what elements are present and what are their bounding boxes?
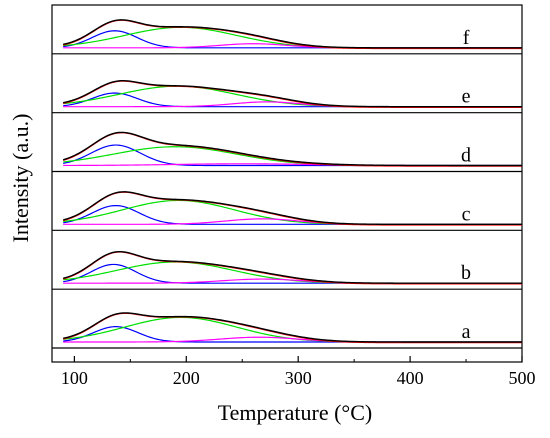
x-tick-label: 100 [61, 368, 88, 388]
fit-envelope [63, 312, 522, 343]
panel-label-d: d [461, 145, 471, 167]
fit-envelope [63, 79, 522, 108]
panel-a: a [52, 312, 522, 349]
x-tick-label: 200 [173, 368, 200, 388]
panels-layer: a b c d e f [52, 19, 522, 349]
fit-envelope [62, 131, 522, 167]
plot-frame [51, 4, 523, 363]
panel-label-b: b [461, 262, 471, 284]
panel-f: f [52, 19, 522, 55]
experimental-curve [63, 251, 522, 285]
fit-component-blue [63, 326, 522, 343]
panel-d: d [52, 131, 522, 173]
fit-envelope [63, 19, 522, 49]
y-axis-title: Intensity (a.u.) [8, 114, 33, 243]
x-tick-label: 400 [397, 368, 424, 388]
x-tick-label: 500 [509, 368, 536, 388]
fit-envelope [63, 250, 522, 284]
fit-component-magenta [63, 336, 522, 343]
x-axis-ticks: 100 200 300 400 500 [61, 356, 536, 388]
fit-envelope [63, 191, 522, 226]
panel-c: c [52, 191, 522, 231]
panel-e: e [52, 79, 522, 114]
x-axis-title: Temperature (°C) [218, 400, 372, 425]
panel-label-e: e [462, 86, 471, 108]
x-tick-label: 300 [285, 368, 312, 388]
panel-label-c: c [462, 203, 471, 225]
panel-label-a: a [462, 321, 471, 343]
panel-b: b [52, 250, 522, 290]
panel-label-f: f [463, 27, 470, 49]
fit-component-green [63, 26, 522, 49]
